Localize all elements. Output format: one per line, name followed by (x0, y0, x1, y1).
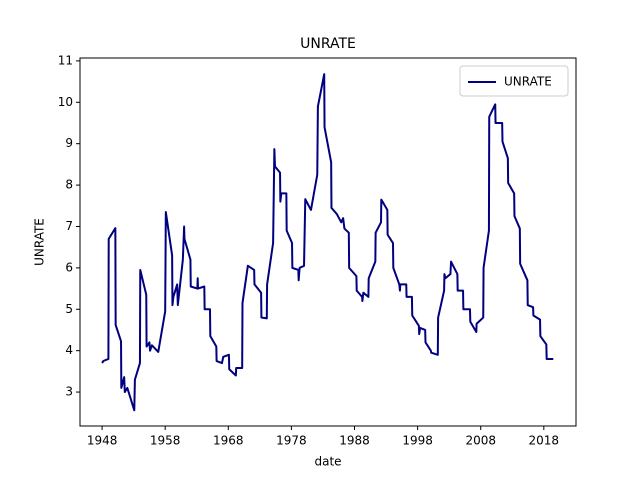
data-line (101, 73, 554, 412)
y-tick-label: 8 (65, 178, 73, 192)
y-axis-label: UNRATE (33, 218, 47, 266)
y-tick-label: 4 (65, 343, 73, 357)
y-tick-label: 6 (65, 260, 73, 274)
x-tick-label: 1988 (339, 434, 370, 448)
x-tick-label: 1948 (87, 434, 118, 448)
x-tick-label: 1958 (150, 434, 181, 448)
y-tick-label: 3 (65, 385, 73, 399)
x-tick-label: 1998 (402, 434, 433, 448)
x-tick-label: 1978 (276, 434, 307, 448)
legend-box (459, 65, 569, 97)
legend-label: UNRATE (504, 75, 552, 89)
plot-frame (79, 57, 577, 427)
y-tick-label: 11 (58, 53, 73, 67)
x-tick-label: 2008 (465, 434, 496, 448)
y-tick-label: 7 (65, 219, 73, 233)
x-axis-label: date (314, 455, 341, 469)
x-tick-label: 2018 (529, 434, 560, 448)
x-tick-label: 1968 (213, 434, 244, 448)
y-tick-label: 9 (65, 136, 73, 150)
y-tick-label: 5 (65, 302, 73, 316)
chart-title: UNRATE (300, 36, 356, 52)
y-tick-label: 10 (58, 95, 73, 109)
